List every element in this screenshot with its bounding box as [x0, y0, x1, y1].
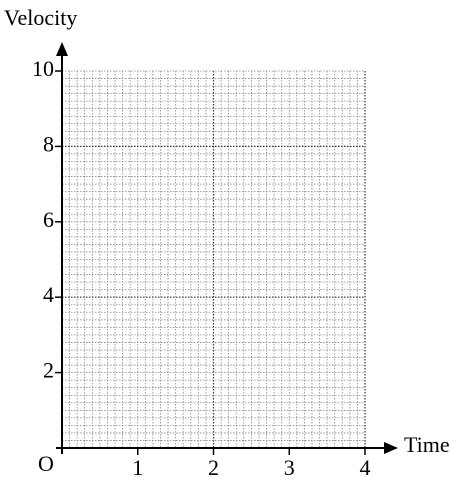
y-tick-label: 8 — [43, 131, 54, 156]
y-tick-label: 2 — [43, 358, 54, 383]
y-tick-label: 10 — [32, 56, 54, 81]
y-tick-label: 4 — [43, 282, 54, 307]
x-tick-label: 4 — [360, 455, 371, 480]
origin-label: O — [38, 451, 54, 476]
y-axis-arrow — [56, 42, 68, 56]
x-tick-label: 1 — [132, 455, 143, 480]
x-tick-label: 2 — [208, 455, 219, 480]
x-axis-label: Time — [404, 432, 450, 457]
y-tick-label: 6 — [43, 207, 54, 232]
y-axis-label: Velocity — [4, 5, 77, 30]
x-axis-arrow — [384, 442, 398, 454]
grid — [62, 70, 366, 448]
x-tick-label: 3 — [284, 455, 295, 480]
